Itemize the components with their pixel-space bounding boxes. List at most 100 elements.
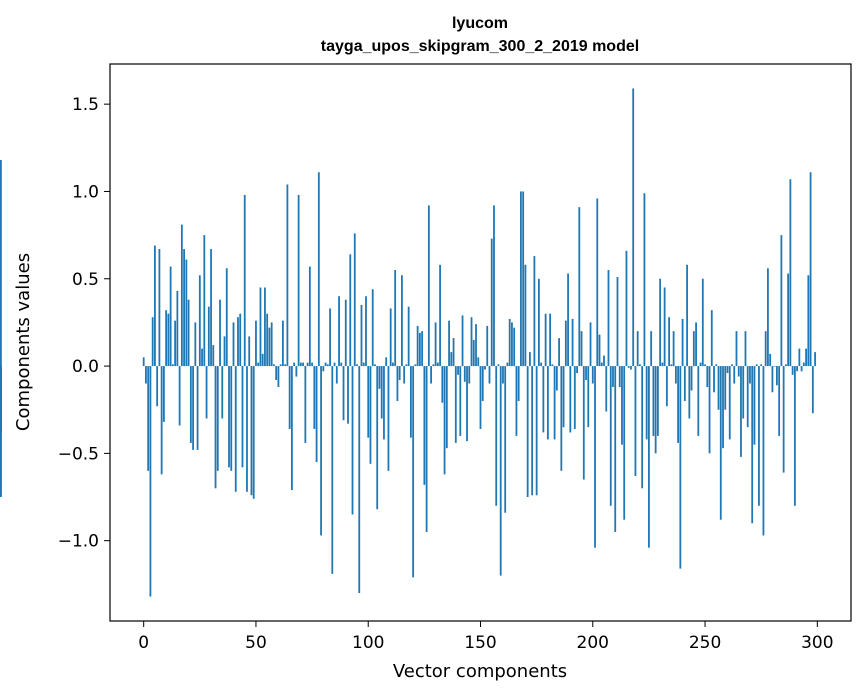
bar [796, 366, 799, 372]
bar [311, 362, 313, 367]
bar [481, 366, 484, 401]
bar [623, 366, 626, 520]
bar [398, 366, 401, 381]
bar [329, 308, 331, 367]
bar [430, 366, 432, 384]
bar [713, 366, 715, 393]
bar [701, 278, 704, 367]
bar [198, 275, 201, 367]
bar [156, 366, 159, 407]
bar [778, 366, 781, 436]
bar [558, 338, 560, 367]
bar [551, 364, 554, 367]
bar [706, 366, 709, 388]
bar [668, 317, 671, 367]
bar [607, 270, 610, 367]
bar [448, 320, 450, 367]
bar [621, 366, 623, 445]
bar [333, 362, 336, 367]
bar [365, 296, 367, 367]
bar [201, 348, 203, 367]
bar [751, 366, 754, 524]
bar [502, 366, 504, 384]
bar [654, 366, 657, 454]
bar [374, 364, 376, 367]
bar [403, 366, 406, 384]
bar [264, 287, 266, 367]
bar [522, 191, 525, 367]
bar [183, 249, 185, 367]
x-tick-label: 0 [138, 633, 149, 653]
bar [802, 362, 805, 367]
bar [737, 366, 740, 377]
bar [546, 366, 549, 440]
y-tick-label: 0.5 [72, 270, 99, 290]
bar [656, 366, 659, 436]
x-tick-label: 250 [689, 633, 721, 653]
bar [306, 362, 309, 367]
bar [243, 194, 246, 367]
bar [573, 366, 576, 429]
bar [517, 366, 520, 401]
bar [369, 366, 372, 464]
y-tick-label: −0.5 [58, 444, 99, 464]
bar [665, 366, 668, 407]
bar [475, 324, 477, 367]
bar [515, 366, 518, 436]
plot-frame [109, 63, 852, 622]
bar [356, 364, 358, 367]
bar [744, 331, 747, 367]
bar [499, 366, 502, 576]
bar [495, 366, 498, 506]
bar [533, 256, 536, 367]
bar [405, 364, 408, 367]
bar [230, 366, 233, 471]
bar [169, 266, 172, 367]
bar [708, 366, 711, 454]
bar [686, 264, 688, 367]
bar [344, 299, 347, 367]
bar [232, 322, 235, 367]
bar [625, 250, 628, 367]
y-tick-label: 0.0 [72, 357, 99, 377]
bar [755, 364, 758, 367]
x-tick-label: 150 [464, 633, 496, 653]
bar [764, 331, 767, 367]
bar [154, 245, 156, 367]
bar [769, 353, 772, 367]
bar [616, 277, 619, 367]
bar [661, 362, 664, 367]
bar [728, 366, 731, 440]
bar [293, 362, 296, 367]
y-axis-ticks: −1.0 −0.5 0.0 0.5 1.0 1.5 [58, 95, 110, 552]
bar [216, 366, 219, 471]
bar [380, 366, 383, 419]
bar [171, 364, 174, 367]
bar [683, 366, 686, 401]
bar [353, 233, 356, 367]
bar [690, 366, 693, 391]
bar [192, 366, 194, 450]
bar [268, 327, 271, 367]
bar [746, 366, 749, 428]
bar [0, 160, 2, 367]
bar [207, 306, 210, 367]
bar [587, 366, 590, 428]
bar [580, 331, 583, 367]
bar [762, 366, 765, 536]
bar [659, 278, 662, 367]
bar [432, 364, 435, 367]
bar [158, 249, 161, 367]
bar [394, 270, 397, 367]
bar [414, 364, 417, 367]
bar [248, 336, 251, 367]
bar [488, 366, 491, 384]
bar [603, 355, 605, 367]
bar [807, 275, 810, 367]
bar [589, 322, 592, 367]
bar [614, 366, 617, 532]
bar [811, 366, 814, 414]
bar [389, 308, 392, 367]
bar [582, 366, 585, 480]
